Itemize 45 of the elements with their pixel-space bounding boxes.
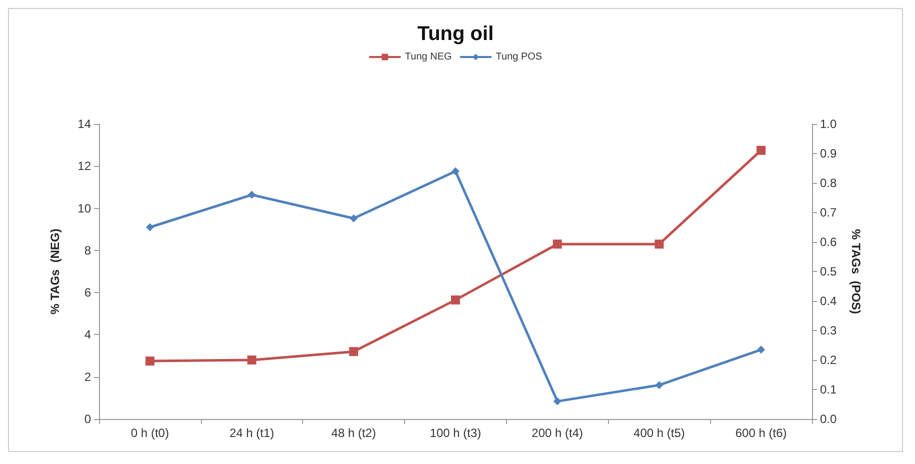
y-axis-title: % TAGs (NEG) <box>48 228 62 314</box>
point <box>349 347 358 356</box>
y-tick-label: 0 <box>84 412 92 426</box>
x-tick-label: 400 h (t5) <box>634 426 685 440</box>
point <box>552 240 562 249</box>
point <box>452 167 460 176</box>
point <box>350 214 358 222</box>
y2-tick-label: 0.4 <box>820 294 838 308</box>
point <box>247 356 256 364</box>
x-tick-label: 600 h (t6) <box>735 426 787 440</box>
x-tick-label: 100 h (t3) <box>430 426 482 440</box>
y2-tick-label: 0.8 <box>820 176 838 190</box>
y-tick-label: 6 <box>84 286 92 300</box>
point <box>248 190 256 199</box>
x-tick-label: 0 h (t0) <box>130 426 169 440</box>
point <box>451 295 460 304</box>
y-tick-label: 2 <box>84 370 92 384</box>
y2-tick-label: 0.1 <box>820 382 838 396</box>
y-tick-label: 12 <box>78 159 92 174</box>
point <box>655 381 664 390</box>
x-tick-label: 48 h (t2) <box>331 426 376 440</box>
point <box>553 397 562 406</box>
point <box>757 346 766 354</box>
y2-tick-label: 0.0 <box>820 412 838 426</box>
y2-tick-label: 0.7 <box>820 206 838 220</box>
y2-tick-label: 0.3 <box>820 324 838 338</box>
x-tick-label: 24 h (t1) <box>229 426 274 440</box>
y2-tick-label: 0.6 <box>820 235 838 249</box>
x-tick-label: 200 h (t4) <box>532 426 584 440</box>
legend-label: Tung NEG <box>404 52 452 62</box>
y2-tick-label: 0.9 <box>820 146 838 160</box>
chart-title: Tung oil <box>417 23 494 45</box>
point <box>146 223 154 232</box>
y-tick-label: 8 <box>84 243 92 258</box>
y-tick-label: 10 <box>78 201 92 216</box>
y-tick-label: 4 <box>84 328 92 342</box>
y2-axis-title: % TAGs (POS) <box>849 228 863 314</box>
y2-tick-label: 0.5 <box>820 264 838 278</box>
point <box>756 146 766 155</box>
y2-tick-label: 1.0 <box>820 117 838 131</box>
y-tick-label: 14 <box>78 117 92 131</box>
point <box>145 356 154 366</box>
y2-tick-label: 0.2 <box>820 353 838 367</box>
point <box>654 240 664 249</box>
legend-label: Tung POS <box>496 52 542 62</box>
